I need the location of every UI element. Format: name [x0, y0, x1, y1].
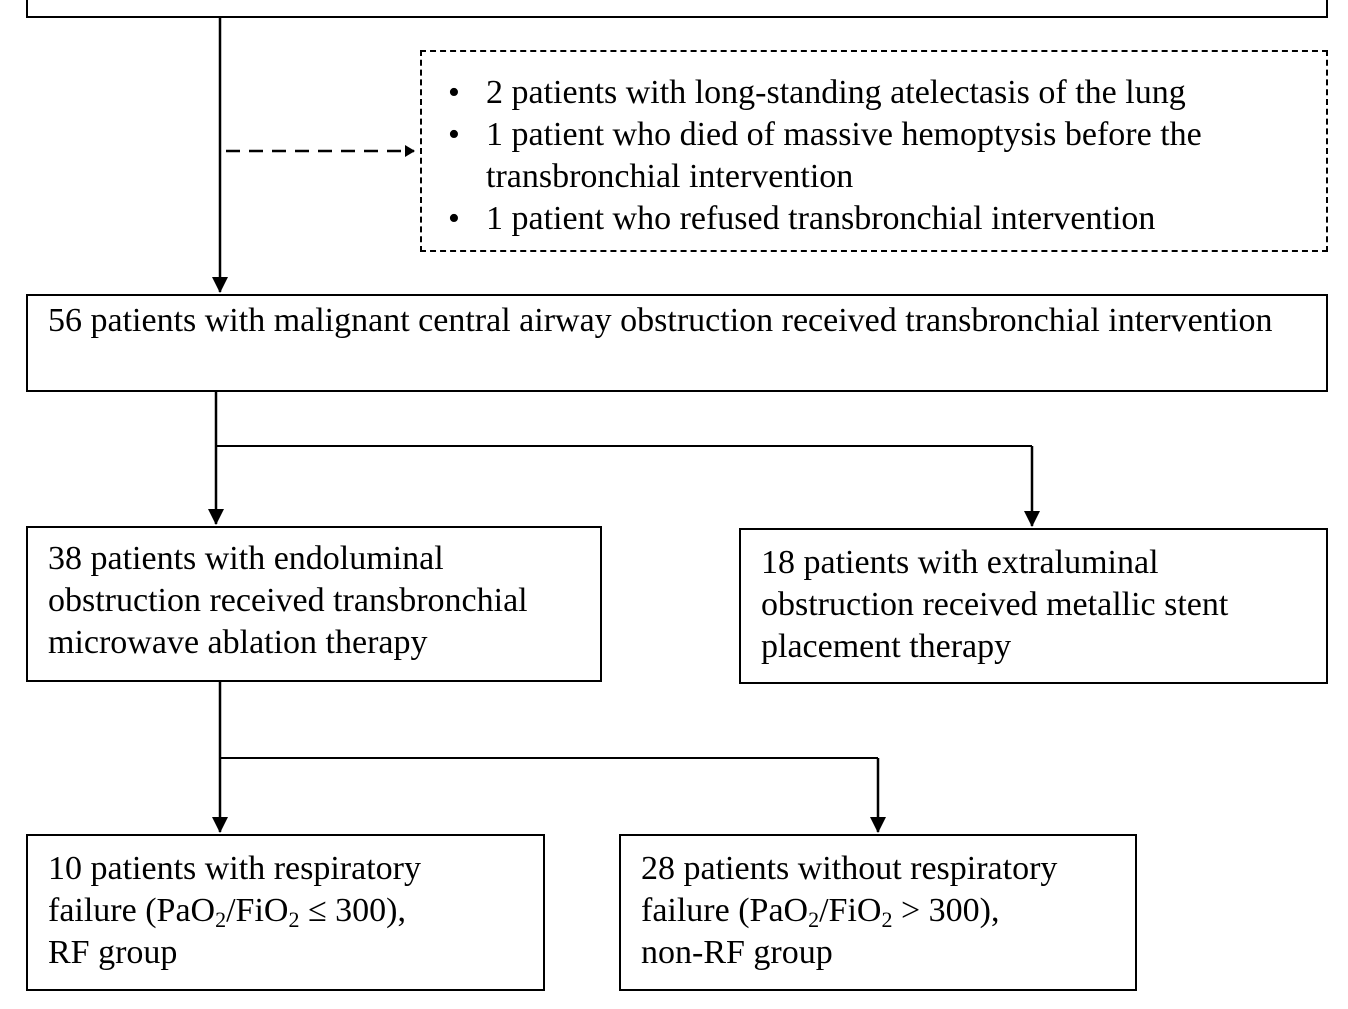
rf-line1: 10 patients with respiratory	[48, 850, 421, 887]
rf-line2: failure (PaO2/FiO2 ≤ 300),	[48, 892, 406, 932]
exclusion-list: 2 patients with long-standing atelectasi…	[422, 72, 1316, 240]
rf-group-box: 10 patients with respiratory failure (Pa…	[26, 834, 545, 991]
main-cohort-box: 56 patients with malignant central airwa…	[26, 294, 1328, 392]
extraluminal-box: 18 patients with extraluminal obstructio…	[739, 528, 1328, 684]
endoluminal-box: 38 patients with endoluminal obstruction…	[26, 526, 602, 682]
exclusion-box: 2 patients with long-standing atelectasi…	[420, 50, 1328, 252]
extraluminal-text: 18 patients with extraluminal obstructio…	[761, 544, 1229, 665]
exclusion-item: 1 patient who refused transbronchial int…	[422, 198, 1316, 240]
exclusion-item: 1 patient who died of massive hemoptysis…	[422, 114, 1316, 198]
main-cohort-text: 56 patients with malignant central airwa…	[48, 302, 1273, 339]
non-rf-line1: 28 patients without respiratory	[641, 850, 1058, 887]
non-rf-line2: failure (PaO2/FiO2 > 300),	[641, 892, 1000, 932]
enrollment-box	[26, 0, 1328, 18]
non-rf-line3: non-RF group	[641, 934, 833, 971]
non-rf-group-box: 28 patients without respiratory failure …	[619, 834, 1137, 991]
exclusion-item: 2 patients with long-standing atelectasi…	[422, 72, 1316, 114]
rf-line3: RF group	[48, 934, 178, 971]
endoluminal-text: 38 patients with endoluminal obstruction…	[48, 540, 528, 661]
